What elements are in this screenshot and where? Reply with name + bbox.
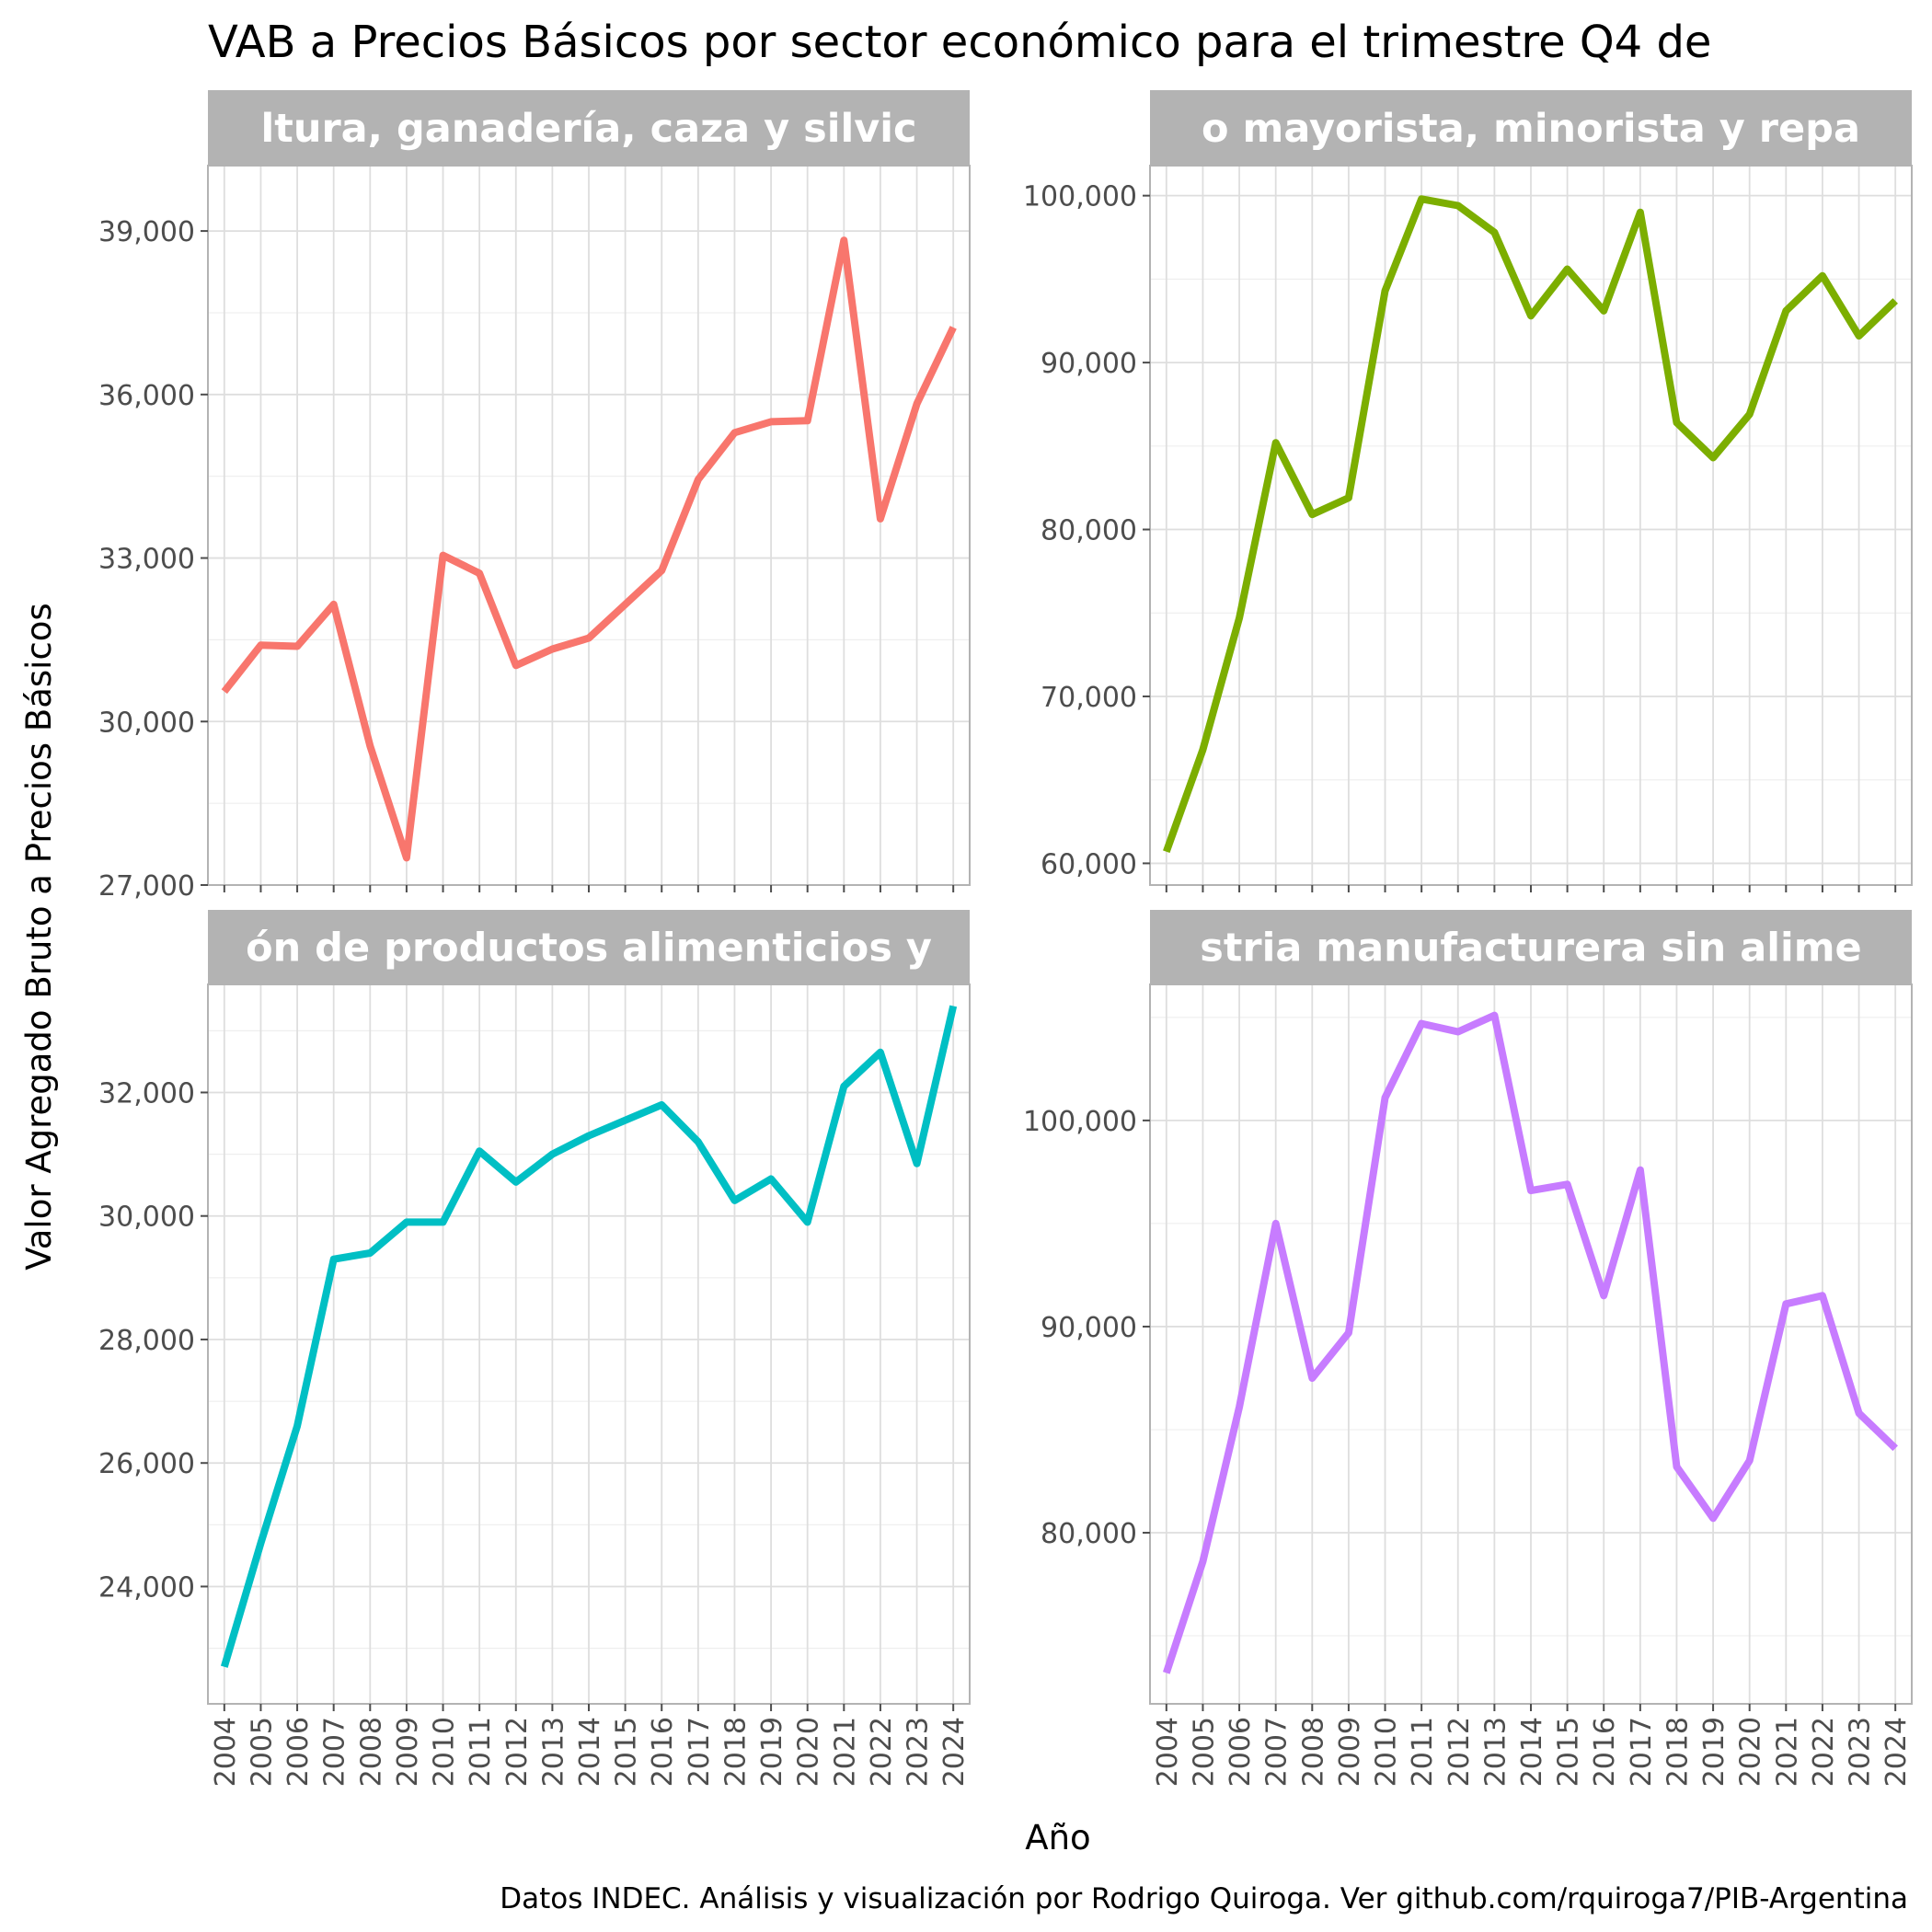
- y-tick-label: 100,000: [1023, 1106, 1137, 1138]
- strip-label: ón de productos alimenticios y: [246, 926, 932, 972]
- strip-label: stria manufacturera sin alime: [1200, 926, 1861, 972]
- x-tick-label: 2005: [1188, 1717, 1220, 1787]
- strip-background: [208, 90, 970, 166]
- x-tick-label: 2018: [720, 1717, 753, 1787]
- x-tick-label: 2010: [1371, 1717, 1403, 1787]
- caption: Datos INDEC. Análisis y visualización po…: [500, 1882, 1908, 1915]
- x-tick-label: 2021: [829, 1717, 861, 1787]
- x-tick-label: 2024: [1880, 1717, 1913, 1787]
- x-tick-label: 2007: [1261, 1717, 1294, 1787]
- strip-background: [208, 910, 970, 984]
- x-tick-label: 2008: [1297, 1717, 1329, 1787]
- x-tick-label: 2004: [1152, 1717, 1184, 1787]
- panels: ltura, ganadería, caza y silvic 27,000 30,…: [98, 90, 1913, 1787]
- x-tick-label: 2020: [1735, 1717, 1767, 1787]
- x-tick-label: 2015: [611, 1717, 643, 1787]
- panel-bottom-left: ón de productos alimenticios y 24,000 26,0…: [98, 910, 971, 1787]
- x-tick-label: 2011: [1407, 1717, 1439, 1787]
- x-tick-label: 2021: [1771, 1717, 1803, 1787]
- x-tick-label: 2009: [392, 1717, 424, 1787]
- x-tick-label: 2023: [903, 1717, 935, 1787]
- y-tick-label: 36,000: [98, 380, 195, 412]
- y-tick-label: 80,000: [1041, 515, 1137, 547]
- x-axis-title: Año: [1025, 1818, 1090, 1857]
- series-line: [1162, 1011, 1898, 1674]
- y-tick-label: 26,000: [98, 1448, 195, 1480]
- panel-bottom-right: stria manufacturera sin alime 80,000 90,00…: [1023, 910, 1913, 1787]
- strip-background: [1150, 90, 1912, 166]
- x-tick-label: 2019: [1698, 1717, 1731, 1787]
- x-tick-label: 2016: [647, 1717, 679, 1787]
- series-line: [220, 1005, 958, 1668]
- x-tick-label: 2018: [1662, 1717, 1695, 1787]
- series-line: [1163, 195, 1898, 854]
- y-tick-label: 30,000: [98, 707, 195, 739]
- x-tick-label: 2022: [866, 1717, 898, 1787]
- y-tick-label: 27,000: [98, 870, 195, 903]
- x-tick-label: 2020: [793, 1717, 825, 1787]
- y-tick-label: 80,000: [1041, 1518, 1137, 1550]
- y-tick-label: 90,000: [1041, 1312, 1137, 1344]
- x-tick-label: 2004: [210, 1717, 242, 1787]
- x-tick-label: 2012: [501, 1717, 534, 1787]
- x-tick-label: 2016: [1589, 1717, 1621, 1787]
- x-tick-label: 2008: [355, 1717, 387, 1787]
- y-tick-label: 100,000: [1023, 181, 1137, 213]
- x-tick-label: 2006: [1225, 1717, 1257, 1787]
- x-tick-label: 2006: [282, 1717, 315, 1787]
- x-tick-label: 2014: [574, 1717, 606, 1787]
- y-tick-label: 39,000: [98, 216, 195, 248]
- panel-top-right: o mayorista, minorista y repa 60,000 70,00…: [1023, 90, 1913, 892]
- y-axis-title: Valor Agregado Bruto a Precios Básicos: [19, 603, 59, 1270]
- strip-label: ltura, ganadería, caza y silvic: [261, 106, 917, 152]
- y-tick-label: 70,000: [1041, 682, 1137, 714]
- x-tick-label: 2013: [1479, 1717, 1512, 1787]
- series-line: [221, 236, 957, 862]
- y-tick-label: 32,000: [98, 1077, 195, 1110]
- strip-background: [1150, 910, 1912, 984]
- x-tick-label: 2011: [465, 1717, 497, 1787]
- x-tick-label: 2014: [1516, 1717, 1548, 1787]
- x-tick-label: 2023: [1845, 1717, 1877, 1787]
- chart-title: VAB a Precios Básicos por sector económi…: [208, 17, 1711, 68]
- x-tick-label: 2009: [1334, 1717, 1366, 1787]
- x-tick-label: 2015: [1553, 1717, 1585, 1787]
- y-tick-label: 30,000: [98, 1202, 195, 1234]
- x-tick-label: 2012: [1443, 1717, 1476, 1787]
- x-tick-label: 2024: [938, 1717, 971, 1787]
- x-tick-label: 2010: [429, 1717, 461, 1787]
- y-tick-label: 24,000: [98, 1571, 195, 1604]
- x-tick-label: 2019: [756, 1717, 788, 1787]
- y-tick-label: 60,000: [1041, 848, 1137, 880]
- x-tick-label: 2017: [1626, 1717, 1658, 1787]
- x-tick-label: 2017: [684, 1717, 716, 1787]
- strip-label: o mayorista, minorista y repa: [1202, 106, 1860, 152]
- y-tick-label: 90,000: [1041, 348, 1137, 380]
- x-tick-label: 2013: [537, 1717, 569, 1787]
- x-tick-label: 2005: [246, 1717, 278, 1787]
- x-tick-label: 2007: [319, 1717, 351, 1787]
- panel-top-left: ltura, ganadería, caza y silvic 27,000 30,…: [98, 90, 971, 903]
- y-tick-label: 28,000: [98, 1325, 195, 1357]
- y-tick-label: 33,000: [98, 544, 195, 576]
- x-tick-label: 2022: [1808, 1717, 1840, 1787]
